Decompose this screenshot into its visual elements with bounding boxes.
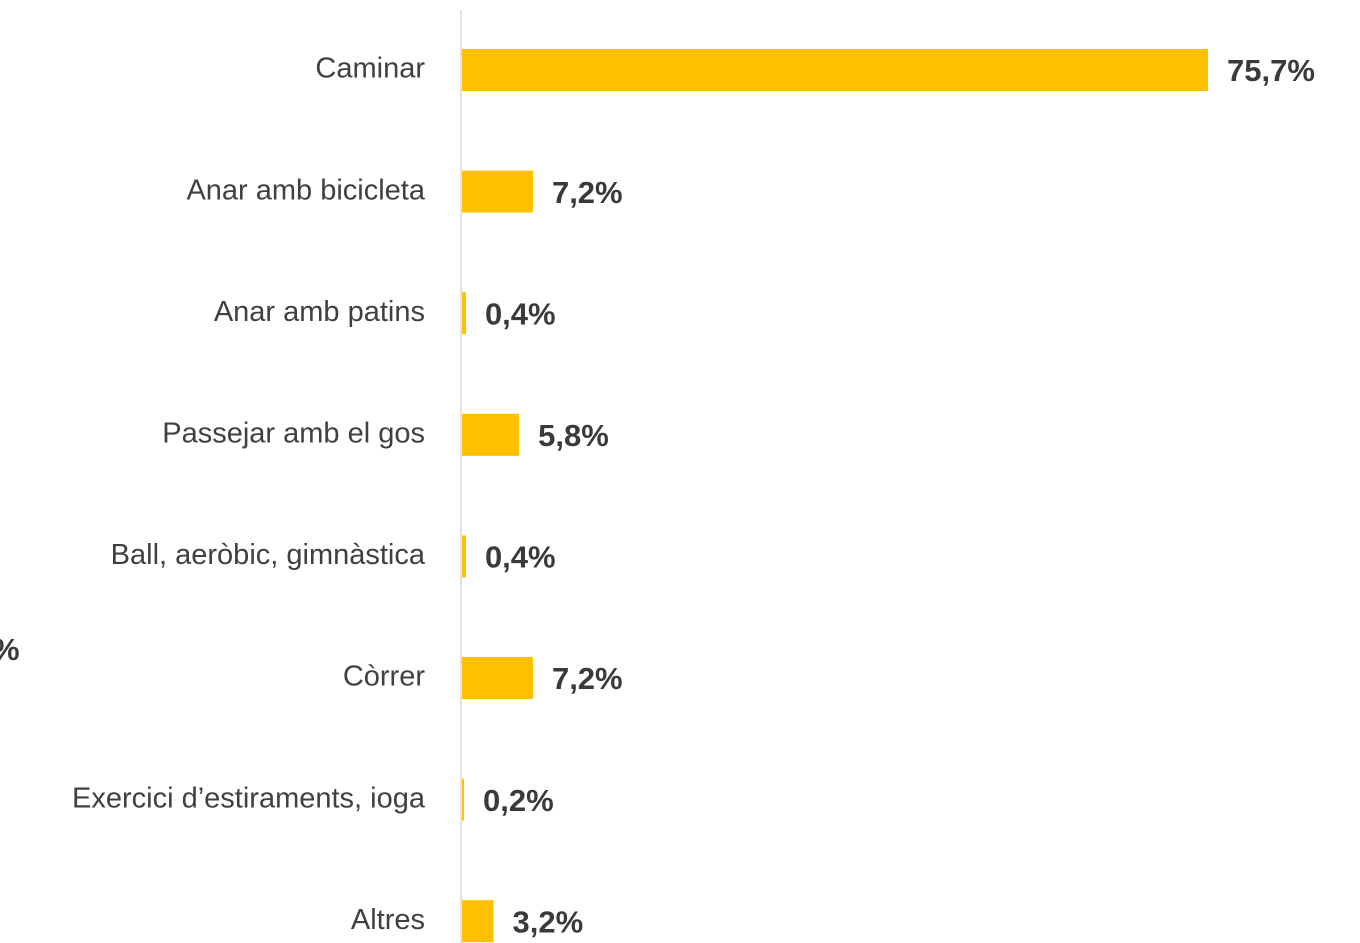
value-label: 7,2%	[552, 661, 623, 696]
bar	[462, 535, 466, 578]
value-label: 0,2%	[483, 783, 554, 818]
bar	[462, 778, 464, 821]
annotation: %	[0, 632, 20, 667]
value-label: 0,4%	[485, 296, 556, 331]
value-label: 7,2%	[552, 175, 623, 210]
category-label: Caminar	[315, 53, 425, 85]
category-label: Ball, aeròbic, gimnàstica	[111, 539, 426, 571]
bar	[462, 170, 533, 213]
bar	[462, 657, 533, 699]
bar	[462, 413, 520, 456]
category-label: Passejar amb el gos	[162, 417, 425, 449]
category-label: Exercici d’estiraments, ioga	[72, 782, 426, 814]
value-label: 5,8%	[538, 418, 609, 453]
value-label: 0,4%	[485, 540, 556, 575]
category-label: Anar amb patins	[214, 296, 425, 328]
category-label: Altres	[351, 904, 425, 936]
bar	[462, 49, 1208, 91]
value-label: 75,7%	[1227, 53, 1315, 88]
category-label: Còrrer	[343, 661, 426, 693]
bar	[462, 900, 494, 943]
category-label: Anar amb bicicleta	[186, 174, 425, 206]
value-label: 3,2%	[513, 904, 584, 939]
bar	[462, 292, 466, 335]
